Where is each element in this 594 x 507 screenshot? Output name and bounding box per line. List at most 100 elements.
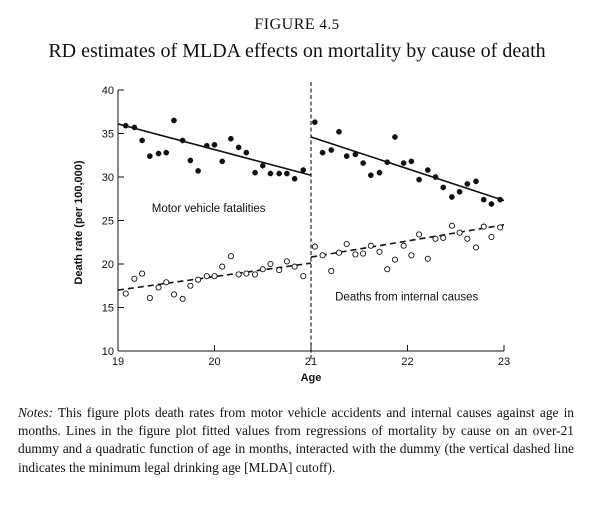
internal-causes-point — [488, 233, 495, 241]
internal-causes-point — [155, 284, 162, 291]
motor-vehicle-point — [211, 141, 218, 148]
motor-vehicle-point — [384, 159, 391, 166]
motor-vehicle-point — [312, 119, 318, 126]
motor-vehicle-point — [276, 170, 283, 177]
internal-causes-point — [400, 242, 407, 249]
motor-vehicle-point — [456, 188, 463, 195]
motor-vehicle-point — [449, 194, 455, 200]
internal-causes-point — [497, 224, 504, 231]
internal-causes-point — [448, 222, 455, 229]
internal-causes-point — [203, 273, 210, 280]
internal-causes-point — [283, 258, 290, 265]
motor-vehicle-point — [367, 172, 374, 179]
internal-causes-point — [267, 260, 274, 268]
internal-causes-point — [352, 251, 359, 258]
internal-causes-point — [211, 273, 218, 280]
motor-vehicle-point — [291, 175, 298, 182]
motor-vehicle-point — [195, 168, 201, 174]
internal-causes-point — [360, 250, 367, 257]
motor-vehicle-point — [408, 158, 415, 165]
motor-vehicle-point — [267, 170, 274, 177]
motor-vehicle-point — [328, 147, 335, 153]
internal-causes-point — [139, 270, 146, 277]
notes-label: Notes: — [18, 405, 53, 420]
internal-causes-point — [195, 276, 202, 283]
figure-title: RD estimates of MLDA effects on mortalit… — [48, 40, 546, 62]
motor-vehicle-point — [336, 128, 342, 135]
internal-causes-fit-line-right — [310, 224, 505, 258]
internal-causes-point — [416, 231, 423, 238]
motor-vehicle-point — [203, 142, 210, 149]
internal-causes-point — [456, 229, 463, 236]
motor-vehicle-point — [432, 174, 439, 180]
motor-vehicle-point — [146, 153, 153, 159]
y-tick-label: 20 — [102, 259, 114, 271]
internal-causes-point — [432, 235, 439, 242]
y-tick-label: 15 — [102, 303, 114, 315]
internal-causes-point — [276, 267, 283, 274]
x-axis-label: Age — [301, 372, 322, 384]
y-tick-label: 35 — [102, 129, 114, 141]
x-tick-label: 19 — [112, 356, 124, 368]
internal-causes-point — [219, 263, 226, 270]
motor-vehicle-point — [259, 162, 266, 169]
motor-vehicle-point — [343, 153, 350, 159]
internal-causes-point — [146, 294, 153, 301]
scatter-chart: 10 15 20 25 30 35 40 19 20 21 22 23 Age Death rate (… — [73, 82, 510, 384]
motor-vehicle-point — [480, 196, 487, 203]
motor-vehicle-point — [139, 137, 145, 144]
figure-number-prefix: FIGURE — [254, 16, 316, 33]
motor-vehicle-point — [155, 150, 162, 157]
internal-causes-point — [227, 253, 234, 260]
motor-vehicle-point — [416, 176, 422, 183]
internal-causes-point — [424, 255, 431, 262]
internal-causes-point — [440, 234, 447, 241]
y-tick-label: 40 — [102, 85, 114, 97]
chart-axes: 10 15 20 25 30 35 40 19 20 21 22 23 — [102, 82, 510, 368]
motor-vehicle-point — [352, 151, 359, 158]
motor-vehicle-point — [179, 137, 186, 144]
notes-text: This figure plots death rates from motor… — [18, 405, 574, 475]
internal-causes-point — [328, 267, 335, 275]
internal-causes-point — [384, 266, 391, 273]
internal-causes-point — [300, 273, 307, 280]
internal-causes-point — [408, 252, 415, 259]
motor-vehicle-point — [376, 169, 383, 176]
internal-causes-point — [472, 244, 480, 251]
data-points — [122, 117, 504, 302]
series-label-internal-causes: Deaths from internal causes — [335, 292, 478, 304]
internal-causes-point — [291, 263, 298, 270]
motor-vehicle-point — [235, 144, 242, 151]
motor-vehicle-point — [360, 160, 366, 166]
chart-labels: Age Death rate (per 100,000) Motor vehicle… — [73, 160, 479, 384]
motor-vehicle-point — [243, 149, 250, 156]
internal-causes-point — [243, 270, 250, 277]
internal-causes-point — [251, 271, 259, 278]
y-tick-label: 25 — [102, 216, 114, 228]
motor-vehicle-point — [440, 184, 447, 191]
y-tick-label: 30 — [102, 172, 114, 184]
motor-vehicle-point — [488, 201, 495, 207]
motor-vehicle-point — [284, 170, 290, 177]
y-tick-label: 10 — [102, 346, 114, 358]
motor-vehicle-fit-line-left — [117, 123, 312, 177]
motor-vehicle-point — [497, 196, 503, 203]
internal-causes-point — [259, 266, 266, 273]
motor-vehicle-point — [424, 167, 431, 173]
internal-causes-point — [163, 279, 170, 286]
figure-number-value: 4.5 — [319, 17, 340, 33]
motor-vehicle-point — [187, 157, 194, 164]
motor-vehicle-point — [392, 134, 398, 140]
figure-notes: Notes: This figure plots death rates fro… — [18, 404, 574, 477]
internal-causes-point — [367, 242, 374, 249]
internal-causes-point — [343, 240, 350, 248]
internal-causes-point — [179, 295, 186, 302]
x-tick-label: 20 — [208, 356, 220, 368]
figure-number: FIGURE 4.5 — [0, 16, 594, 34]
motor-vehicle-point — [400, 160, 407, 166]
motor-vehicle-point — [219, 158, 226, 165]
internal-causes-point — [170, 291, 178, 298]
internal-causes-point — [464, 235, 471, 242]
motor-vehicle-point — [252, 169, 258, 176]
internal-causes-point — [187, 282, 194, 289]
